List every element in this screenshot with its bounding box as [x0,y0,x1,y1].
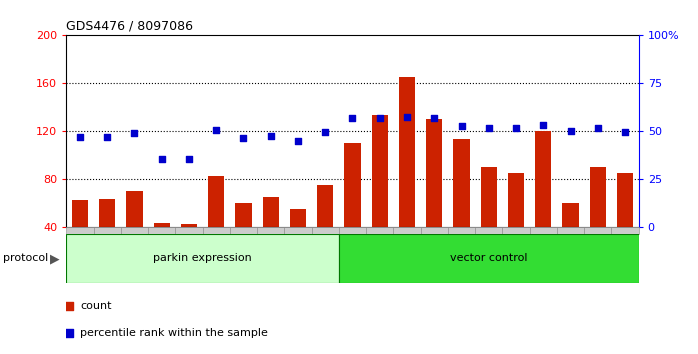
Bar [66,227,94,234]
Bar [235,202,252,227]
Bar [475,227,503,234]
Text: percentile rank within the sample: percentile rank within the sample [80,328,268,338]
Point [238,135,249,141]
Bar [317,185,334,227]
Point [592,126,603,131]
Bar [481,167,497,227]
Point [456,124,467,129]
Text: GDS4476 / 8097086: GDS4476 / 8097086 [66,20,193,33]
Point [320,129,331,135]
Text: vector control: vector control [450,253,528,263]
Bar [121,227,148,234]
Bar [421,227,448,234]
Bar [311,227,339,234]
Bar [290,209,306,227]
Point [156,156,168,161]
Bar [262,197,279,227]
Bar [453,139,470,227]
Bar [426,119,443,227]
Bar [339,227,366,234]
Text: protocol: protocol [3,253,49,263]
Point [184,156,195,161]
Text: parkin expression: parkin expression [154,253,252,263]
Bar [535,131,551,227]
Bar [94,227,121,234]
Point [347,115,358,120]
Bar [208,176,224,227]
Bar [503,227,530,234]
Point [292,138,304,143]
Bar [557,227,584,234]
Point [102,134,113,140]
Point [211,127,222,133]
Bar [611,227,639,234]
Bar [148,227,175,234]
Bar [181,224,197,227]
Point [75,134,86,140]
Point [537,122,549,128]
Bar [366,227,394,234]
Bar [284,227,311,234]
Point [129,130,140,136]
Bar [257,227,284,234]
Bar [66,234,339,283]
Text: count: count [80,301,112,311]
Bar [344,143,361,227]
Bar [584,227,611,234]
Bar [399,77,415,227]
Bar [617,173,633,227]
Bar [508,173,524,227]
Point [565,128,576,134]
Bar [72,200,88,227]
Point [619,129,630,135]
Point [401,114,413,119]
Point [510,126,521,131]
Point [265,133,276,139]
Bar [175,227,202,234]
Bar [590,167,606,227]
Bar [563,202,579,227]
Point [429,115,440,120]
Point [483,126,494,131]
Bar [126,191,142,227]
Text: ▶: ▶ [50,252,60,265]
Bar [371,115,388,227]
Bar [154,223,170,227]
Bar [448,227,475,234]
Point [247,187,258,193]
Bar [530,227,557,234]
Bar [202,227,230,234]
Bar [394,227,421,234]
Bar [230,227,257,234]
Bar [99,199,115,227]
Point [374,115,385,120]
Bar [339,234,639,283]
